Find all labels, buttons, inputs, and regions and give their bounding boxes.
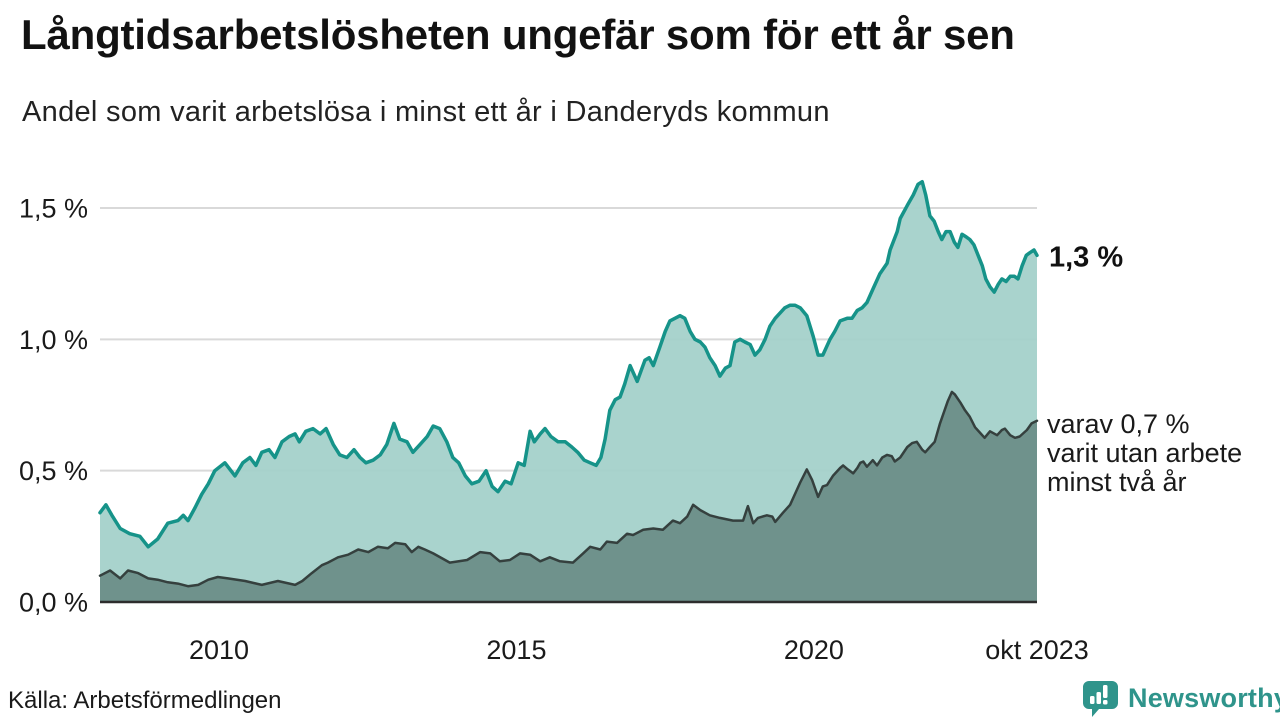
chart-title: Långtidsarbetslösheten ungefär som för e… [21, 11, 1015, 58]
x-tick-label: 2015 [486, 635, 546, 665]
line-two-years [98, 390, 1039, 588]
annotation-two-year-line: varit utan arbete [1047, 438, 1242, 468]
y-tick-label: 0,0 % [19, 588, 88, 618]
x-tick-label: 2020 [784, 635, 844, 665]
exclamation-stem [1103, 685, 1108, 698]
source-text: Källa: Arbetsförmedlingen [8, 687, 282, 714]
newsworthy-icon [1083, 681, 1118, 717]
exclamation-dot [1103, 700, 1108, 705]
brand-name: Newsworthy [1128, 683, 1280, 713]
x-tick-label: okt 2023 [985, 635, 1089, 665]
area-fill-two-years [100, 391, 1037, 602]
annotation-latest-value: 1,3 % [1049, 241, 1123, 273]
y-tick-label: 0,5 % [19, 456, 88, 486]
x-tick-label: 2010 [189, 635, 249, 665]
annotation-two-year-line: varav 0,7 % [1047, 409, 1190, 439]
bar-2 [1096, 692, 1101, 704]
newsworthy-logo: Newsworthy [1082, 680, 1280, 717]
annotation-two-year-line: minst två år [1047, 467, 1187, 497]
bar-1 [1090, 696, 1095, 704]
y-tick-label: 1,0 % [19, 325, 88, 355]
line-one-year [98, 179, 1039, 549]
y-tick-label: 1,5 % [19, 193, 88, 223]
chart-subtitle: Andel som varit arbetslösa i minst ett å… [22, 96, 830, 128]
